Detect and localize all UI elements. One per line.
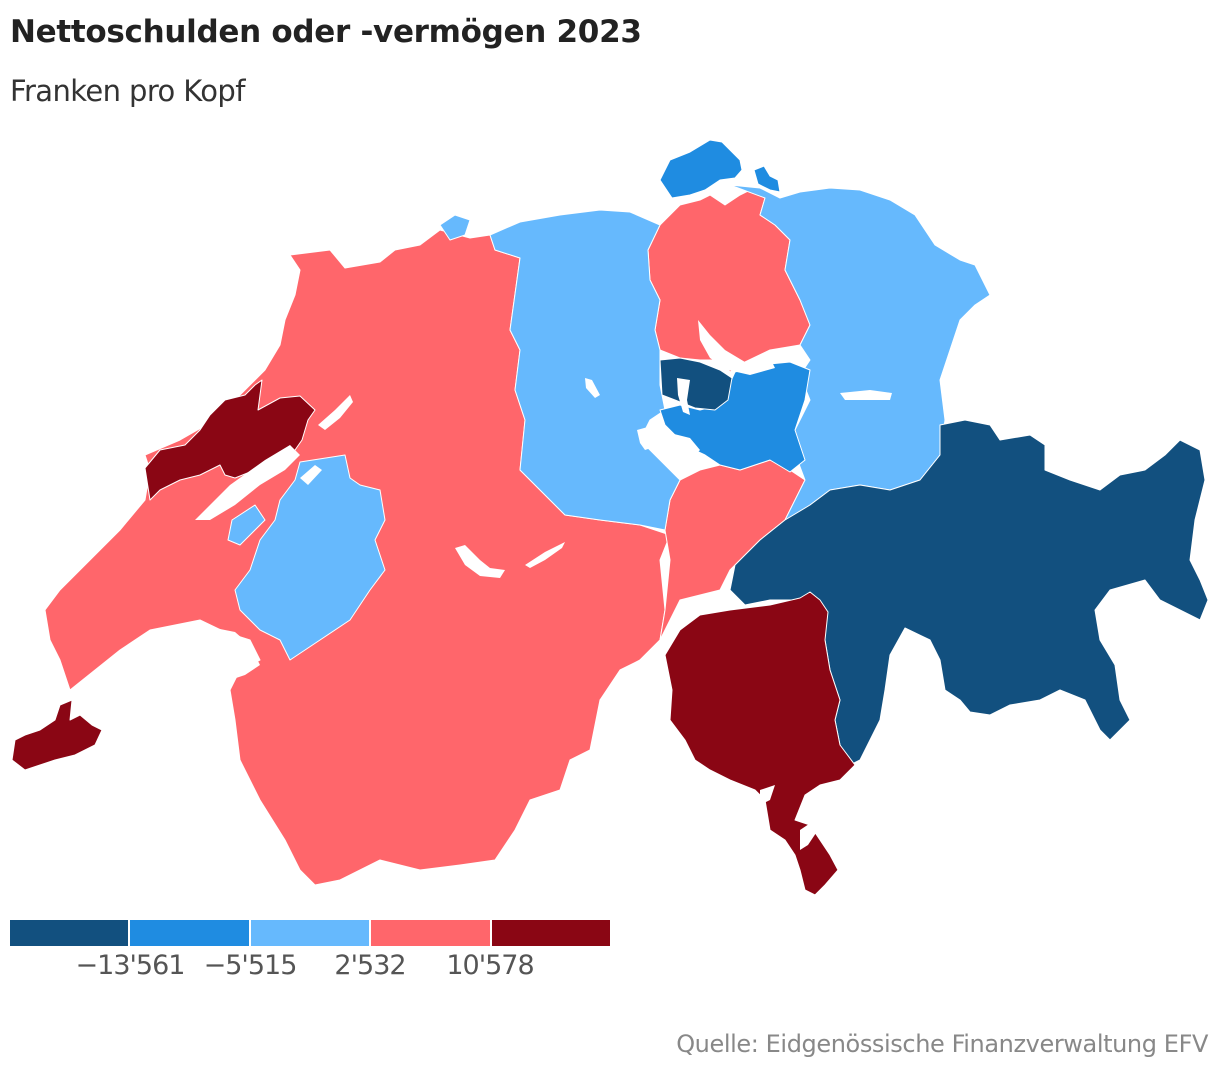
legend-tick: −13'561 bbox=[75, 950, 186, 981]
lake-zurich bbox=[698, 320, 775, 375]
chart-subtitle: Franken pro Kopf bbox=[10, 74, 245, 108]
legend-tick: 2'532 bbox=[334, 950, 406, 981]
lake-zug bbox=[677, 378, 690, 415]
legend-tick: −5'515 bbox=[203, 950, 298, 981]
legend-swatch-3 bbox=[371, 920, 490, 946]
chart-title: Nettoschulden oder -vermögen 2023 bbox=[10, 14, 642, 50]
region-sh-small bbox=[753, 165, 781, 193]
legend-ticks: −13'561 −5'515 2'532 10'578 bbox=[10, 950, 610, 990]
lake-lucerne bbox=[637, 425, 700, 455]
region-sz bbox=[659, 361, 811, 473]
legend-swatch-1 bbox=[130, 920, 249, 946]
lake-maggiore bbox=[760, 785, 775, 805]
region-fr-exclave bbox=[227, 504, 266, 546]
region-ge bbox=[11, 699, 103, 771]
region-sh bbox=[659, 139, 743, 199]
lake-sempach bbox=[585, 378, 600, 398]
color-legend bbox=[10, 920, 611, 946]
lake-murten bbox=[300, 465, 322, 485]
source-note: Quelle: Eidgenössische Finanzverwaltung … bbox=[676, 1030, 1208, 1058]
lake-thun bbox=[455, 545, 505, 578]
legend-tick: 10'578 bbox=[446, 950, 534, 981]
region-gr bbox=[729, 419, 1209, 766]
lake-brienz bbox=[525, 542, 565, 568]
region-fr bbox=[234, 454, 386, 661]
region-ag-lu bbox=[489, 209, 681, 531]
legend-swatch-4 bbox=[491, 920, 611, 946]
lake-biel bbox=[318, 395, 353, 430]
lake-lugano bbox=[800, 822, 818, 850]
legend-swatch-0 bbox=[10, 920, 129, 946]
region-bl bbox=[439, 214, 471, 241]
region-zg bbox=[659, 357, 733, 411]
region-ne bbox=[144, 379, 316, 501]
lake-neuchatel bbox=[195, 445, 300, 520]
lake-geneva bbox=[70, 625, 260, 700]
legend-swatch-2 bbox=[250, 920, 370, 946]
lake-walen bbox=[840, 390, 892, 400]
